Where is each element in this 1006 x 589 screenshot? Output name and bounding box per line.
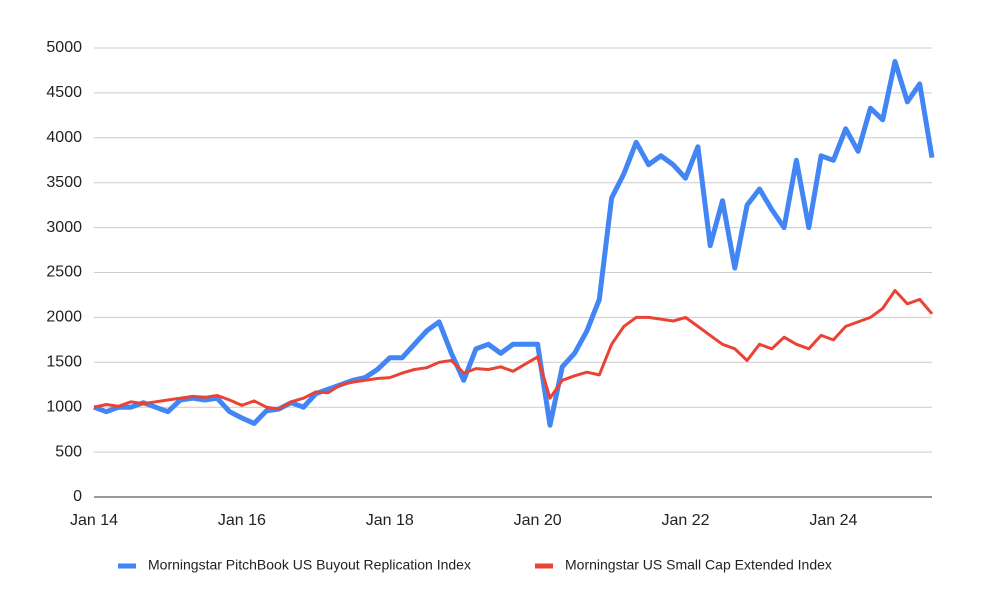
y-tick-label: 1500 xyxy=(46,354,82,371)
x-tick-label: Jan 16 xyxy=(218,512,266,529)
series-line xyxy=(93,59,935,428)
x-tick-label: Jan 18 xyxy=(366,512,414,529)
y-tick-label: 3000 xyxy=(46,219,82,236)
x-tick-label: Jan 14 xyxy=(70,512,118,529)
y-tick-label: 4500 xyxy=(46,84,82,101)
y-tick-label: 1000 xyxy=(46,398,82,415)
legend-label: Morningstar US Small Cap Extended Index xyxy=(565,557,832,573)
legend-label: Morningstar PitchBook US Buyout Replicat… xyxy=(148,557,471,573)
x-tick-label: Jan 24 xyxy=(809,512,857,529)
y-tick-label: 500 xyxy=(55,443,82,460)
x-tick-label: Jan 22 xyxy=(662,512,710,529)
y-tick-label: 4000 xyxy=(46,129,82,146)
y-tick-label: 2500 xyxy=(46,264,82,281)
x-tick-label: Jan 20 xyxy=(514,512,562,529)
y-tick-label: 2000 xyxy=(46,309,82,326)
series-line xyxy=(93,289,934,411)
y-tick-label: 5000 xyxy=(46,39,82,56)
y-tick-label: 0 xyxy=(73,488,82,505)
y-tick-label: 3500 xyxy=(46,174,82,191)
